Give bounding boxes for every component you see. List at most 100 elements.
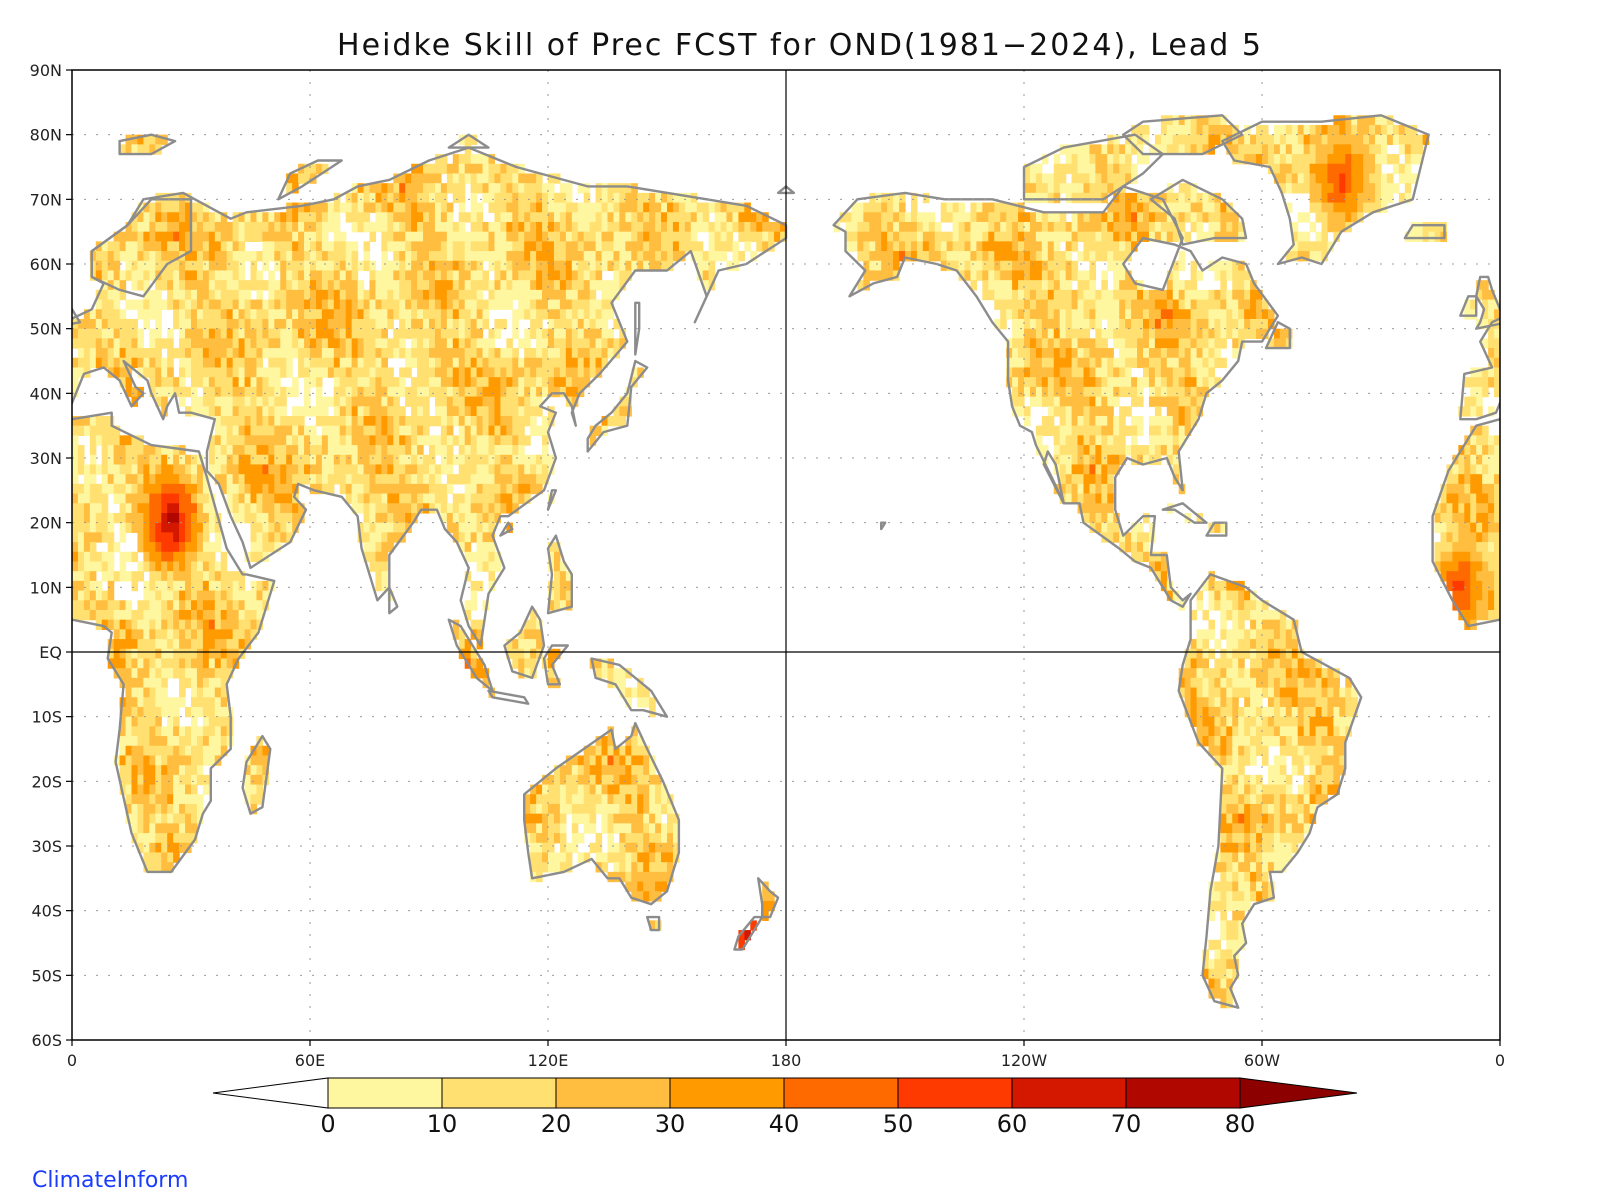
skill-cell xyxy=(1095,231,1102,242)
skill-cell xyxy=(1113,318,1120,330)
skill-cell xyxy=(553,318,561,330)
skill-cell xyxy=(381,241,388,252)
skill-cell xyxy=(1089,144,1096,155)
skill-cell xyxy=(333,445,341,456)
skill-cell xyxy=(423,348,430,359)
skill-cell xyxy=(327,483,335,495)
skill-cell xyxy=(286,522,293,533)
skill-cell xyxy=(488,561,496,572)
skill-cell xyxy=(280,425,287,436)
skill-cell xyxy=(595,318,603,330)
skill-cell xyxy=(1095,454,1102,466)
skill-cell xyxy=(143,532,150,543)
skill-cell xyxy=(256,580,263,592)
skill-cell xyxy=(1232,580,1239,592)
skill-cell xyxy=(1160,309,1168,320)
skill-cell xyxy=(1267,144,1275,155)
skill-cell xyxy=(863,241,870,252)
skill-cell xyxy=(387,280,394,291)
skill-cell xyxy=(399,289,406,301)
skill-cell xyxy=(494,503,501,514)
skill-cell xyxy=(399,483,406,495)
skill-cell xyxy=(244,493,252,504)
skill-cell xyxy=(1071,483,1079,495)
skill-cell xyxy=(72,512,79,524)
skill-cell xyxy=(345,241,353,252)
skill-cell xyxy=(488,445,496,456)
skill-cell xyxy=(1482,309,1489,320)
skill-cell xyxy=(107,348,115,359)
skill-cell xyxy=(1024,289,1031,301)
skill-cell xyxy=(1273,134,1281,145)
skill-cell xyxy=(1077,270,1085,281)
skill-cell xyxy=(494,173,501,184)
skill-cell xyxy=(1244,309,1251,320)
skill-cell xyxy=(143,318,150,330)
skill-cell xyxy=(155,503,162,514)
skill-cell xyxy=(333,309,341,320)
skill-cell xyxy=(1452,464,1459,475)
skill-cell xyxy=(672,202,680,213)
skill-cell xyxy=(167,483,174,495)
skill-cell xyxy=(1101,377,1108,388)
skill-cell xyxy=(512,202,519,213)
skill-cell xyxy=(321,464,329,475)
skill-cell xyxy=(232,357,240,369)
skill-cell xyxy=(202,280,210,291)
skill-cell xyxy=(1309,163,1317,175)
skill-cell xyxy=(434,221,442,233)
skill-cell xyxy=(357,280,365,291)
skill-cell xyxy=(1065,396,1073,407)
skill-cell xyxy=(1137,328,1144,339)
skill-cell xyxy=(77,503,85,514)
skill-cell xyxy=(155,493,162,504)
skill-cell xyxy=(417,348,424,359)
skill-cell xyxy=(458,289,466,301)
skill-cell xyxy=(315,338,323,349)
skill-cell xyxy=(976,221,983,233)
skill-cell xyxy=(434,251,442,262)
skill-cell xyxy=(976,202,983,213)
skill-cell xyxy=(589,251,597,262)
skill-cell xyxy=(1190,338,1198,349)
skill-cell xyxy=(357,183,365,194)
skill-cell xyxy=(1196,115,1204,126)
skill-cell xyxy=(72,493,79,504)
skill-cell xyxy=(1113,251,1120,262)
skill-cell xyxy=(119,318,127,330)
skill-cell xyxy=(1291,134,1299,145)
skill-cell xyxy=(310,270,317,281)
skill-cell xyxy=(1494,338,1500,349)
skill-cell xyxy=(1404,173,1412,184)
skill-cell xyxy=(488,522,496,533)
skill-cell xyxy=(1053,348,1061,359)
skill-cell xyxy=(351,338,359,349)
skill-cell xyxy=(1470,464,1477,475)
skill-cell xyxy=(238,435,246,446)
skill-cell xyxy=(1041,445,1049,456)
skill-cell xyxy=(1089,183,1096,194)
skill-cell xyxy=(250,270,258,281)
skill-cell xyxy=(298,503,305,514)
skill-cell xyxy=(548,241,555,252)
skill-cell xyxy=(672,192,680,204)
skill-cell xyxy=(1024,212,1031,223)
skill-cell xyxy=(333,415,341,427)
skill-cell xyxy=(1035,299,1043,310)
skill-cell xyxy=(226,474,234,485)
skill-cell xyxy=(375,289,382,301)
skill-cell xyxy=(423,202,430,213)
skill-cell xyxy=(1047,348,1055,359)
skill-cell xyxy=(1166,435,1174,446)
skill-cell xyxy=(1333,173,1340,184)
skill-cell xyxy=(595,309,603,320)
skill-cell xyxy=(351,251,359,262)
skill-cell xyxy=(387,231,394,242)
skill-cell xyxy=(536,173,543,184)
skill-cell xyxy=(1333,124,1340,136)
skill-cell xyxy=(1131,134,1138,145)
skill-cell xyxy=(357,483,365,495)
skill-cell xyxy=(494,406,501,417)
skill-cell xyxy=(1131,221,1138,233)
skill-cell xyxy=(714,241,722,252)
